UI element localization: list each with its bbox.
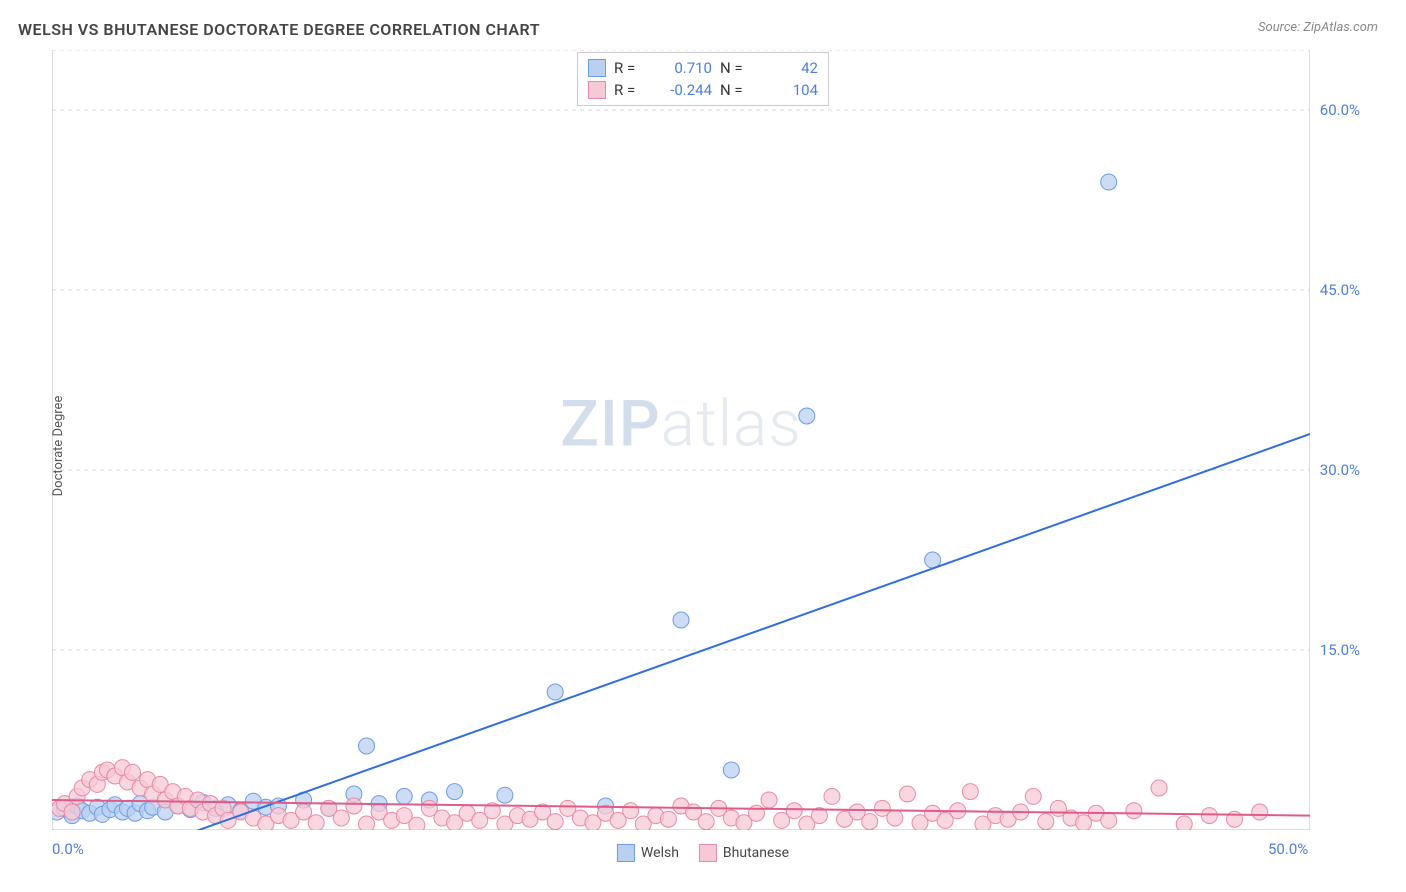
r-label: R = [614, 59, 644, 77]
legend-swatch [699, 844, 717, 862]
y-tick-label: 30.0% [1320, 461, 1360, 479]
legend-label: Welsh [641, 845, 679, 861]
r-value: 0.710 [652, 59, 712, 77]
n-label: N = [720, 81, 750, 99]
y-tick-label: 45.0% [1320, 281, 1360, 299]
x-tick-label: 0.0% [52, 840, 84, 858]
n-value: 42 [758, 59, 818, 77]
chart-area: ZIPatlas [52, 50, 1310, 830]
n-label: N = [720, 59, 750, 77]
legend-swatch [588, 59, 606, 77]
series-legend: Welsh Bhutanese [617, 844, 789, 862]
chart-title: WELSH VS BHUTANESE DOCTORATE DEGREE CORR… [18, 20, 540, 39]
scatter-plot [52, 50, 1310, 830]
n-value: 104 [758, 81, 818, 99]
legend-row: R = 0.710 N = 42 [588, 57, 818, 79]
legend-row: R = -0.244 N = 104 [588, 79, 818, 101]
legend-item: Bhutanese [699, 844, 789, 862]
legend-swatch [588, 81, 606, 99]
correlation-legend: R = 0.710 N = 42 R = -0.244 N = 104 [577, 52, 829, 106]
r-value: -0.244 [652, 81, 712, 99]
legend-swatch [617, 844, 635, 862]
source-label: Source: ZipAtlas.com [1258, 20, 1378, 35]
y-tick-label: 60.0% [1320, 101, 1360, 119]
x-tick-label: 50.0% [1268, 840, 1308, 858]
r-label: R = [614, 81, 644, 99]
legend-item: Welsh [617, 844, 679, 862]
y-tick-label: 15.0% [1320, 641, 1360, 659]
legend-label: Bhutanese [723, 845, 789, 861]
